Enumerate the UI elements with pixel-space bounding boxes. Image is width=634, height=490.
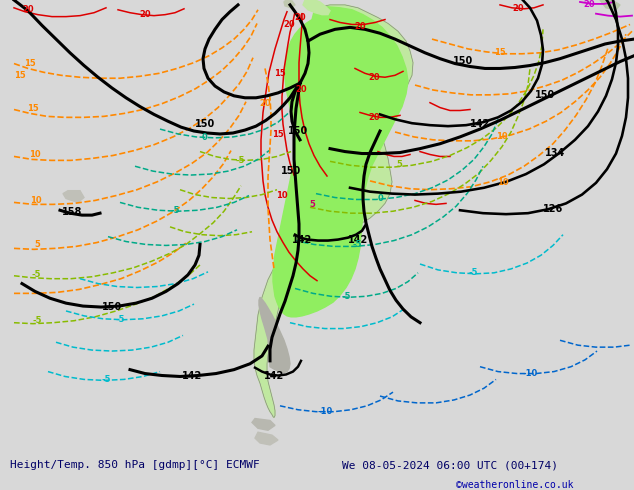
Text: 150: 150 <box>102 302 122 312</box>
Polygon shape <box>254 5 413 417</box>
Text: -5: -5 <box>469 268 478 277</box>
Text: -5: -5 <box>353 241 362 249</box>
Text: -5: -5 <box>32 316 42 325</box>
Text: 10: 10 <box>276 191 288 199</box>
Text: 142: 142 <box>182 371 202 381</box>
Text: -5: -5 <box>31 270 41 279</box>
Text: 150: 150 <box>453 55 473 66</box>
Polygon shape <box>255 432 278 445</box>
Text: -10: -10 <box>318 407 333 416</box>
Text: 15: 15 <box>24 59 36 69</box>
Text: 15: 15 <box>494 48 506 57</box>
Text: -5: -5 <box>101 375 111 384</box>
Text: 15: 15 <box>274 69 286 78</box>
Text: 20: 20 <box>354 23 366 31</box>
Text: 150: 150 <box>288 126 308 136</box>
Text: -5: -5 <box>115 315 125 324</box>
Text: 5: 5 <box>309 200 315 209</box>
Text: 150: 150 <box>535 90 555 100</box>
Text: 0: 0 <box>202 133 208 142</box>
Text: 10: 10 <box>30 196 42 205</box>
Polygon shape <box>63 191 84 202</box>
Polygon shape <box>600 0 620 10</box>
Text: 20: 20 <box>294 13 306 22</box>
Text: 5: 5 <box>396 160 402 169</box>
Text: 20: 20 <box>259 98 271 108</box>
Text: 134: 134 <box>545 148 565 158</box>
Text: 158: 158 <box>61 207 82 217</box>
Text: 10: 10 <box>29 150 41 159</box>
Text: 126: 126 <box>543 204 563 214</box>
Text: 20: 20 <box>22 5 34 14</box>
Text: 15: 15 <box>14 71 26 80</box>
Text: 15: 15 <box>272 130 284 139</box>
Text: 5: 5 <box>34 241 40 249</box>
Text: 10: 10 <box>497 178 509 187</box>
Text: 15: 15 <box>27 104 39 114</box>
Text: 20: 20 <box>512 4 524 13</box>
Text: ©weatheronline.co.uk: ©weatheronline.co.uk <box>456 480 574 490</box>
Text: 0: 0 <box>377 195 383 203</box>
Polygon shape <box>284 0 295 8</box>
Text: 10: 10 <box>496 132 508 141</box>
Text: We 08-05-2024 06:00 UTC (00+174): We 08-05-2024 06:00 UTC (00+174) <box>342 460 559 470</box>
Text: 20: 20 <box>368 73 380 82</box>
Text: 20: 20 <box>583 0 595 9</box>
Text: -5: -5 <box>235 156 245 165</box>
Text: 20: 20 <box>139 10 151 19</box>
Polygon shape <box>273 7 408 317</box>
Text: 20: 20 <box>295 85 307 94</box>
Text: -10: -10 <box>522 368 538 377</box>
Text: -5: -5 <box>341 292 351 301</box>
Polygon shape <box>259 297 290 372</box>
Text: 142: 142 <box>264 371 284 381</box>
Text: 20: 20 <box>283 21 295 29</box>
Polygon shape <box>303 0 330 15</box>
Text: 142: 142 <box>292 235 312 245</box>
Text: Height/Temp. 850 hPa [gdmp][°C] ECMWF: Height/Temp. 850 hPa [gdmp][°C] ECMWF <box>10 460 260 470</box>
Text: -5: -5 <box>171 206 180 215</box>
Text: 20: 20 <box>368 113 380 122</box>
Text: 150: 150 <box>195 119 215 129</box>
Text: 142: 142 <box>470 119 490 129</box>
Text: 150: 150 <box>281 166 301 176</box>
Polygon shape <box>252 418 275 430</box>
Text: 142: 142 <box>348 235 368 245</box>
